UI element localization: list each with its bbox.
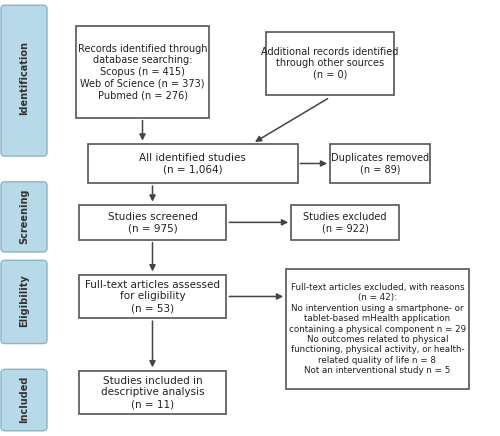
Text: Studies included in
descriptive analysis
(n = 11): Studies included in descriptive analysis… [100, 376, 204, 409]
FancyBboxPatch shape [1, 260, 47, 344]
Text: Records identified through
database searching:
Scopus (n = 415)
Web of Science (: Records identified through database sear… [78, 44, 208, 100]
Text: Identification: Identification [19, 41, 29, 116]
Text: Full-text articles assessed
for eligibility
(n = 53): Full-text articles assessed for eligibil… [85, 280, 220, 313]
FancyBboxPatch shape [266, 32, 394, 95]
Text: Studies screened
(n = 975): Studies screened (n = 975) [108, 211, 198, 233]
FancyBboxPatch shape [79, 205, 226, 240]
Text: Eligibility: Eligibility [19, 275, 29, 327]
Text: Studies excluded
(n = 922): Studies excluded (n = 922) [303, 211, 387, 233]
FancyBboxPatch shape [88, 144, 298, 183]
FancyBboxPatch shape [1, 5, 47, 156]
FancyBboxPatch shape [330, 144, 430, 183]
FancyBboxPatch shape [79, 275, 226, 318]
FancyBboxPatch shape [79, 371, 226, 414]
Text: Screening: Screening [19, 188, 29, 244]
FancyBboxPatch shape [1, 369, 47, 431]
Text: Full-text articles excluded, with reasons
(n = 42):
No intervention using a smar: Full-text articles excluded, with reason… [289, 283, 466, 375]
Text: Additional records identified
through other sources
(n = 0): Additional records identified through ot… [262, 47, 398, 80]
FancyBboxPatch shape [1, 182, 47, 252]
Text: All identified studies
(n = 1,064): All identified studies (n = 1,064) [139, 153, 246, 174]
Text: Included: Included [19, 375, 29, 422]
FancyBboxPatch shape [291, 205, 399, 240]
FancyBboxPatch shape [76, 26, 209, 118]
Text: Duplicates removed
(n = 89): Duplicates removed (n = 89) [331, 153, 429, 174]
FancyBboxPatch shape [286, 269, 469, 389]
